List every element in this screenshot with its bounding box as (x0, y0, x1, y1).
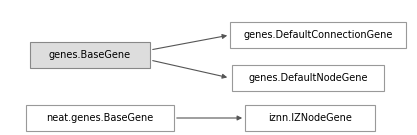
Bar (230, 22, 406, 48)
Bar (26, 105, 174, 131)
Text: genes.DefaultNodeGene: genes.DefaultNodeGene (248, 73, 368, 83)
Text: neat.genes.BaseGene: neat.genes.BaseGene (46, 113, 153, 123)
Text: genes.BaseGene: genes.BaseGene (49, 50, 131, 60)
Text: iznn.IZNodeGene: iznn.IZNodeGene (268, 113, 352, 123)
Bar (232, 65, 384, 91)
Bar (245, 105, 375, 131)
Bar (30, 42, 150, 68)
Text: genes.DefaultConnectionGene: genes.DefaultConnectionGene (243, 30, 393, 40)
